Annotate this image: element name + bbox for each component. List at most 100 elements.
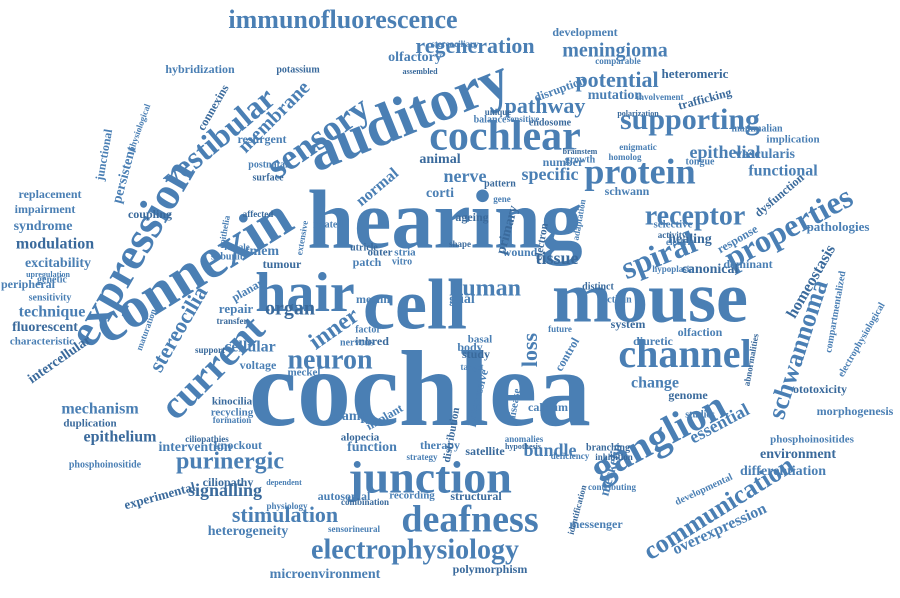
- cloud-word-function: function: [347, 440, 397, 455]
- cloud-word-clamp: clamp: [332, 409, 369, 424]
- cloud-word-ciliopathies: ciliopathies: [185, 434, 229, 444]
- cloud-word-hypothesis: hypothesis: [505, 442, 541, 451]
- cloud-word-hair: hair: [255, 262, 355, 324]
- cloud-word-target: target: [461, 362, 484, 372]
- cloud-word-structural: structural: [450, 489, 502, 503]
- cloud-word-neuron: neuron: [287, 344, 372, 375]
- cloud-word-cell: cell: [363, 265, 467, 345]
- cloud-word-endosome: endosome: [529, 117, 572, 128]
- cloud-word-hybridization: hybridization: [165, 62, 235, 76]
- cloud-word-olfactory: olfactory: [388, 50, 442, 65]
- cloud-word-inhibition: inhibition: [595, 452, 633, 462]
- cloud-word-brainstem: brainstem: [563, 147, 598, 156]
- cloud-word-receptor: receptor: [645, 200, 746, 231]
- cloud-word-pathologies: pathologies: [807, 219, 870, 234]
- cloud-word-modulation: modulation: [16, 236, 94, 253]
- cloud-word-animal: animal: [419, 152, 460, 167]
- cloud-word-kinocilia: kinocilia: [212, 396, 253, 408]
- cloud-word-stereociliary: stereociliary: [431, 39, 479, 49]
- cloud-word-olfaction: olfaction: [678, 325, 723, 339]
- cloud-word-autosomal: autosomal: [318, 489, 371, 503]
- cloud-word-wound: wound: [503, 245, 538, 259]
- cloud-word-recording: recording: [389, 490, 435, 502]
- cloud-word-potential: potential: [575, 67, 658, 92]
- cloud-word-shape: shape: [449, 239, 471, 249]
- cloud-word-diuretic: diuretic: [633, 334, 673, 348]
- cloud-word-mutation: mutation: [588, 88, 643, 103]
- cloud-word-merlin: merlin: [356, 292, 390, 306]
- cloud-word-physiological: physiological: [126, 102, 153, 153]
- cloud-word-ciliopathy: ciliopathy: [203, 475, 254, 489]
- cloud-word-loss: loss: [517, 332, 542, 367]
- cloud-word-channel: channel: [618, 331, 751, 376]
- cloud-word-study: study: [462, 347, 490, 361]
- cloud-word-peripheral: peripheral: [1, 277, 56, 291]
- cloud-word-unique: unique: [485, 107, 512, 117]
- cloud-word-inbred: inbred: [355, 334, 389, 348]
- cloud-word-stria: stria: [394, 247, 416, 259]
- cloud-word-technique: technique: [19, 304, 86, 321]
- cloud-word-utricle: utricle: [350, 242, 378, 253]
- cloud-word-physiology: physiology: [266, 501, 308, 511]
- cloud-word-basal: basal: [468, 334, 492, 346]
- cloud-word-mouse: mouse: [552, 258, 748, 338]
- cloud-word-functional: functional: [748, 163, 818, 180]
- cloud-word-nerve: nerve: [444, 166, 487, 186]
- cloud-word-vitro: vitro: [392, 256, 412, 267]
- cloud-word-cellular: cellular: [224, 339, 276, 356]
- cloud-word-genome: genome: [668, 388, 708, 402]
- cloud-word-contributing: contributing: [588, 482, 637, 492]
- cloud-word-environment: environment: [760, 447, 836, 462]
- cloud-word-electrophysiology: electrophysiology: [311, 534, 519, 565]
- cloud-word-tissue: tissue: [535, 248, 578, 268]
- cloud-word-heterogeneity: heterogeneity: [208, 524, 289, 539]
- cloud-word-anomalies: anomalies: [505, 434, 544, 444]
- cloud-word-number: number: [543, 155, 584, 169]
- cloud-word-phosphoinositides: phosphoinositides: [770, 434, 854, 446]
- cloud-word-dependent: dependent: [266, 478, 302, 487]
- cloud-word-junctional: junctional: [92, 127, 115, 182]
- cloud-word-vascularis: vascularis: [735, 147, 795, 162]
- cloud-word-comparable: comparable: [595, 56, 641, 66]
- cloud-word-change: change: [631, 375, 679, 392]
- cloud-word-potassium: potassium: [276, 64, 320, 75]
- cloud-word-development: development: [552, 25, 617, 39]
- cloud-word-subunit: subunit: [211, 251, 244, 262]
- cloud-word-deficiency: deficiency: [551, 451, 590, 461]
- cloud-word-pattern: pattern: [484, 178, 516, 189]
- cloud-word-patch: patch: [353, 255, 382, 269]
- cloud-word-hearing: hearing: [307, 173, 582, 266]
- cloud-word-involvement: involvement: [637, 92, 684, 102]
- cloud-word-actinin: actinin: [602, 294, 632, 305]
- cloud-word-support: support: [195, 345, 225, 355]
- cloud-word-heteromeric: heteromeric: [662, 66, 729, 81]
- cloud-word-epithelium: epithelium: [84, 429, 158, 446]
- cloud-word-compartmentalized: compartmentalized: [823, 270, 848, 354]
- cloud-word-branching: branching: [586, 442, 630, 453]
- cloud-word-alopecia: alopecia: [341, 432, 380, 444]
- cloud-word-combination: combination: [341, 497, 389, 507]
- cloud-word-ageing: ageing: [455, 210, 488, 224]
- cloud-word-tumour: tumour: [263, 257, 302, 271]
- cloud-word-affected: affected: [243, 209, 273, 219]
- cloud-word-healing: healing: [668, 232, 712, 247]
- cloud-word-characteristic: characteristic: [10, 336, 74, 348]
- cloud-word-glial: glial: [449, 292, 475, 307]
- cloud-word-cochlea: cochlea: [249, 330, 591, 449]
- cloud-word-purinergic: purinergic: [176, 449, 284, 475]
- cloud-word-hypoplasia: hypoplasia: [652, 264, 694, 274]
- cloud-word-corti: corti: [426, 186, 454, 201]
- cloud-word-factor: factor: [355, 324, 381, 335]
- cloud-word-human: human: [449, 276, 521, 302]
- cloud-word-polymorphism: polymorphism: [453, 562, 528, 576]
- cloud-word-supporting: supporting: [620, 103, 760, 136]
- cloud-word-implication: implication: [766, 134, 819, 146]
- cloud-word-protein: protein: [584, 151, 695, 191]
- cloud-word-regeneration: regeneration: [415, 33, 534, 58]
- cloud-word-genetic: genetic: [37, 274, 68, 285]
- cloud-word-meckel: meckel: [288, 367, 321, 379]
- cloud-word-recycling: recycling: [211, 407, 254, 419]
- cloud-word-enigmatic: enigmatic: [619, 142, 657, 152]
